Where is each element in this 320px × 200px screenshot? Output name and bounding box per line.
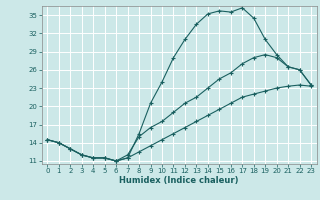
X-axis label: Humidex (Indice chaleur): Humidex (Indice chaleur)	[119, 176, 239, 185]
